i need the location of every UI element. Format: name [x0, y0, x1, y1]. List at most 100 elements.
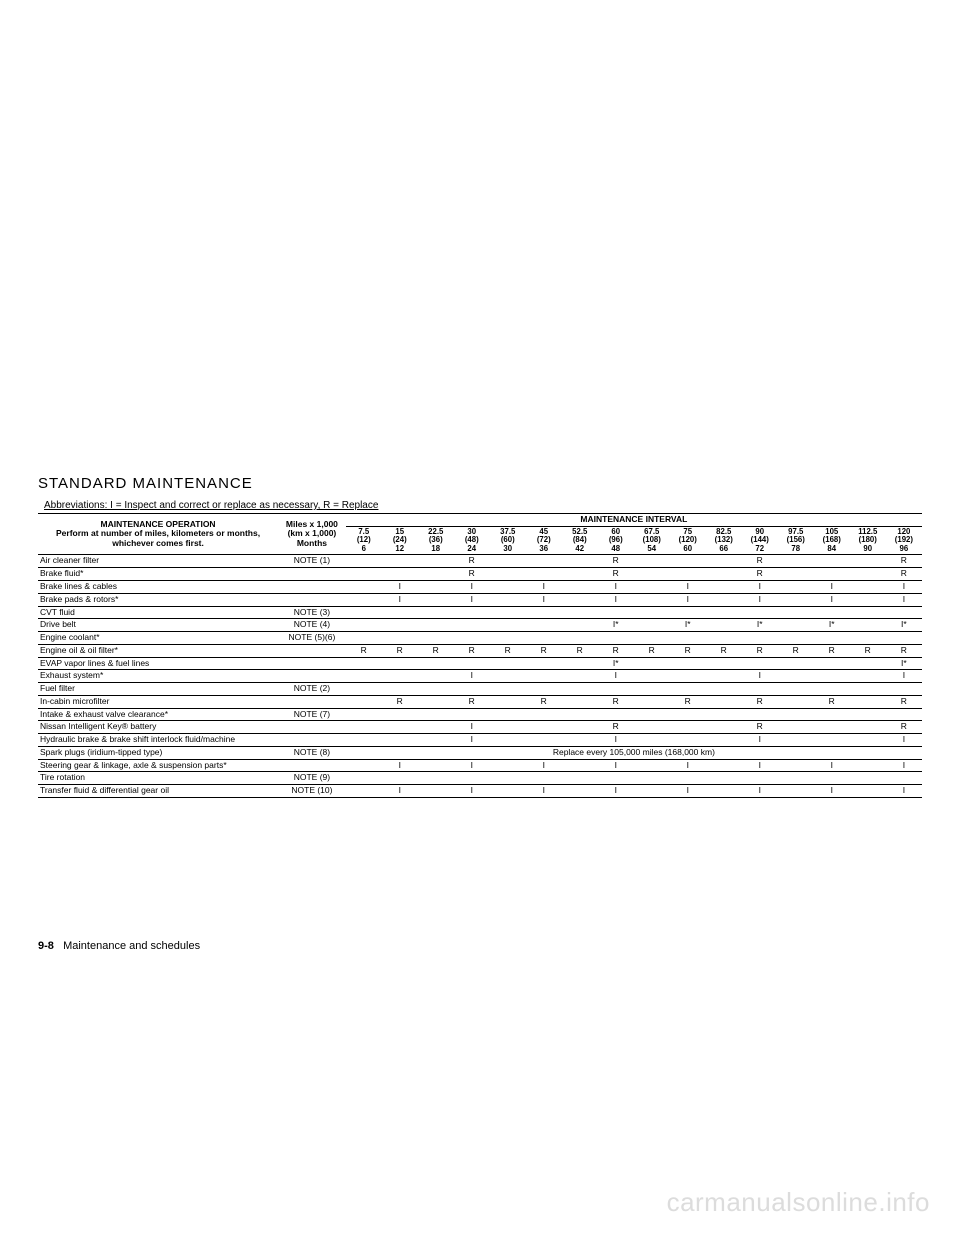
value-cell [490, 606, 526, 619]
value-cell [418, 632, 454, 645]
value-cell [454, 657, 490, 670]
table-row: Exhaust system*IIII [38, 670, 922, 683]
value-cell [670, 708, 706, 721]
value-cell [418, 670, 454, 683]
value-cell [490, 759, 526, 772]
value-cell: R [886, 721, 922, 734]
value-cell [706, 555, 742, 568]
interval-header: 22.5(36)18 [418, 526, 454, 555]
value-cell [346, 568, 382, 581]
value-cell [886, 606, 922, 619]
operation-cell: EVAP vapor lines & fuel lines [38, 657, 278, 670]
value-cell [706, 734, 742, 747]
value-cell [418, 606, 454, 619]
value-cell [382, 734, 418, 747]
table-row: Engine coolant*NOTE (5)(6) [38, 632, 922, 645]
value-cell [526, 721, 562, 734]
value-cell [490, 632, 526, 645]
value-cell: I [454, 734, 490, 747]
value-cell: R [742, 555, 778, 568]
operation-cell: Nissan Intelligent Key® battery [38, 721, 278, 734]
table-row: CVT fluidNOTE (3) [38, 606, 922, 619]
operation-cell: Brake lines & cables [38, 580, 278, 593]
header-operation: MAINTENANCE OPERATION Perform at number … [38, 514, 278, 555]
value-cell: R [526, 695, 562, 708]
value-cell [706, 695, 742, 708]
value-cell [598, 683, 634, 696]
interval-header: 120(192)96 [886, 526, 922, 555]
note-cell: NOTE (10) [278, 785, 346, 798]
value-cell [706, 772, 742, 785]
value-cell: I [742, 593, 778, 606]
operation-cell: CVT fluid [38, 606, 278, 619]
value-cell [814, 670, 850, 683]
value-cell [346, 772, 382, 785]
operation-cell: Brake pads & rotors* [38, 593, 278, 606]
value-cell [850, 695, 886, 708]
value-cell [670, 657, 706, 670]
value-cell [418, 683, 454, 696]
value-cell [346, 619, 382, 632]
value-cell [778, 657, 814, 670]
value-cell [670, 606, 706, 619]
value-cell [850, 619, 886, 632]
value-cell: R [742, 695, 778, 708]
value-cell [706, 721, 742, 734]
value-cell: R [670, 695, 706, 708]
value-cell [490, 593, 526, 606]
value-cell: I [526, 593, 562, 606]
value-cell [382, 632, 418, 645]
value-cell [346, 670, 382, 683]
value-cell [454, 632, 490, 645]
value-cell [706, 670, 742, 683]
table-row: Fuel filterNOTE (2) [38, 683, 922, 696]
value-cell [850, 772, 886, 785]
value-cell [382, 721, 418, 734]
value-cell [346, 708, 382, 721]
value-cell [562, 695, 598, 708]
note-cell: NOTE (4) [278, 619, 346, 632]
watermark: carmanualsonline.info [667, 1187, 930, 1218]
interval-header: 97.5(156)78 [778, 526, 814, 555]
value-cell: R [598, 695, 634, 708]
table-row: Engine oil & oil filter*RRRRRRRRRRRRRRRR [38, 644, 922, 657]
value-cell: R [346, 644, 382, 657]
table-row: Air cleaner filterNOTE (1)RRRR [38, 555, 922, 568]
abbreviation-note: Abbreviations: I = Inspect and correct o… [44, 500, 922, 511]
value-cell [562, 619, 598, 632]
value-cell: I [670, 580, 706, 593]
value-cell [814, 683, 850, 696]
value-cell: I [382, 580, 418, 593]
interval-header: 67.5(108)54 [634, 526, 670, 555]
table-row: In-cabin microfilterRRRRRRRR [38, 695, 922, 708]
value-cell [670, 555, 706, 568]
value-cell [562, 785, 598, 798]
value-cell [382, 683, 418, 696]
value-cell [454, 683, 490, 696]
footer-label: Maintenance and schedules [63, 940, 200, 952]
value-cell [778, 695, 814, 708]
value-cell [778, 568, 814, 581]
value-cell [634, 568, 670, 581]
value-cell [346, 683, 382, 696]
value-cell: R [886, 695, 922, 708]
value-cell [706, 632, 742, 645]
note-cell [278, 593, 346, 606]
value-cell [886, 708, 922, 721]
value-cell [742, 606, 778, 619]
value-cell [418, 593, 454, 606]
value-cell: R [670, 644, 706, 657]
value-cell [418, 580, 454, 593]
note-cell [278, 721, 346, 734]
value-cell: R [598, 555, 634, 568]
value-cell [634, 657, 670, 670]
value-cell [778, 721, 814, 734]
value-cell: I [742, 785, 778, 798]
operation-cell: Transfer fluid & differential gear oil [38, 785, 278, 798]
value-cell: I* [670, 619, 706, 632]
value-cell: I [886, 785, 922, 798]
value-cell [850, 708, 886, 721]
value-cell [634, 695, 670, 708]
value-cell [634, 593, 670, 606]
value-cell [850, 568, 886, 581]
